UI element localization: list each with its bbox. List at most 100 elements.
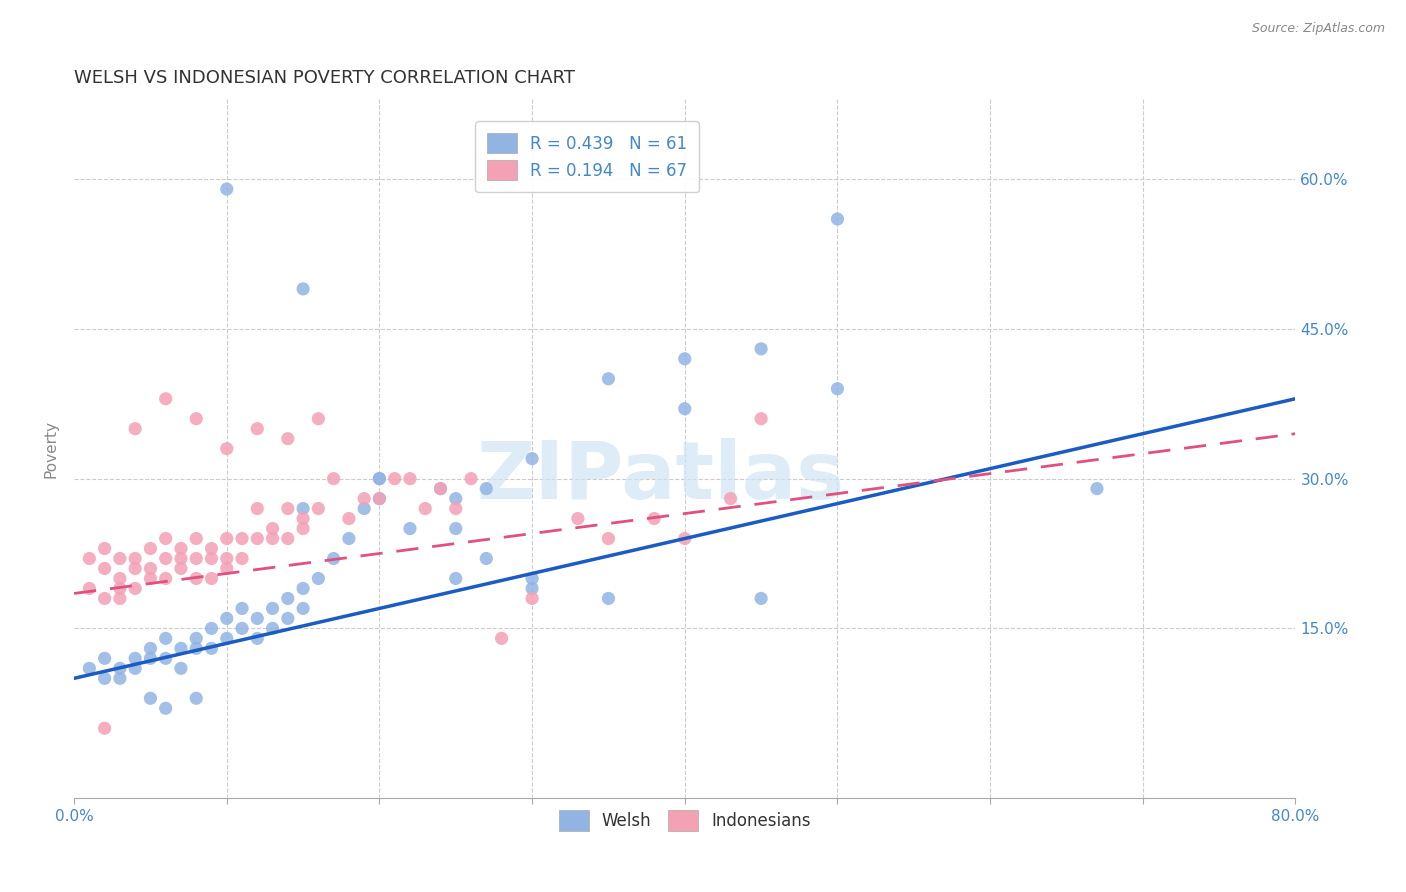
Point [491, 632, 513, 646]
Point [399, 522, 422, 536]
Point [292, 522, 315, 536]
Text: WELSH VS INDONESIAN POVERTY CORRELATION CHART: WELSH VS INDONESIAN POVERTY CORRELATION … [75, 69, 575, 87]
Point [520, 582, 543, 596]
Point [108, 551, 131, 566]
Point [155, 651, 177, 665]
Point [108, 591, 131, 606]
Point [292, 601, 315, 615]
Point [307, 501, 329, 516]
Point [186, 411, 208, 425]
Point [231, 621, 253, 635]
Point [79, 661, 101, 675]
Point [155, 532, 177, 546]
Point [124, 661, 146, 675]
Point [200, 541, 222, 556]
Point [246, 501, 269, 516]
Point [827, 382, 849, 396]
Point [124, 582, 146, 596]
Point [475, 482, 498, 496]
Point [827, 212, 849, 227]
Point [170, 561, 193, 575]
Point [139, 572, 162, 586]
Point [246, 532, 269, 546]
Point [277, 501, 299, 516]
Point [93, 671, 115, 685]
Point [384, 472, 406, 486]
Point [673, 532, 696, 546]
Point [475, 551, 498, 566]
Point [277, 611, 299, 625]
Point [368, 491, 391, 506]
Point [262, 601, 284, 615]
Point [93, 591, 115, 606]
Point [170, 661, 193, 675]
Point [215, 551, 238, 566]
Point [186, 551, 208, 566]
Text: ZIPatlas: ZIPatlas [477, 438, 845, 516]
Point [215, 182, 238, 196]
Point [93, 541, 115, 556]
Point [429, 482, 451, 496]
Point [337, 532, 360, 546]
Point [460, 472, 482, 486]
Y-axis label: Poverty: Poverty [44, 419, 58, 477]
Point [231, 601, 253, 615]
Point [124, 561, 146, 575]
Point [124, 651, 146, 665]
Point [231, 551, 253, 566]
Point [353, 491, 375, 506]
Point [215, 442, 238, 456]
Point [292, 582, 315, 596]
Point [368, 491, 391, 506]
Point [413, 501, 436, 516]
Point [307, 411, 329, 425]
Point [170, 541, 193, 556]
Point [262, 621, 284, 635]
Point [520, 591, 543, 606]
Point [720, 491, 742, 506]
Point [337, 511, 360, 525]
Point [186, 691, 208, 706]
Point [292, 511, 315, 525]
Point [200, 621, 222, 635]
Point [108, 661, 131, 675]
Point [444, 491, 467, 506]
Point [322, 551, 344, 566]
Point [108, 572, 131, 586]
Point [186, 641, 208, 656]
Point [215, 611, 238, 625]
Point [139, 691, 162, 706]
Point [155, 572, 177, 586]
Point [246, 611, 269, 625]
Point [186, 532, 208, 546]
Point [262, 522, 284, 536]
Point [124, 422, 146, 436]
Point [200, 551, 222, 566]
Point [79, 551, 101, 566]
Point [353, 501, 375, 516]
Point [673, 401, 696, 416]
Text: Source: ZipAtlas.com: Source: ZipAtlas.com [1251, 22, 1385, 36]
Point [368, 472, 391, 486]
Point [215, 632, 238, 646]
Point [200, 572, 222, 586]
Point [444, 572, 467, 586]
Point [108, 671, 131, 685]
Point [170, 641, 193, 656]
Point [567, 511, 589, 525]
Point [155, 392, 177, 406]
Point [429, 482, 451, 496]
Point [215, 532, 238, 546]
Point [292, 282, 315, 296]
Point [155, 701, 177, 715]
Point [643, 511, 665, 525]
Point [520, 572, 543, 586]
Point [215, 561, 238, 575]
Point [262, 532, 284, 546]
Point [399, 472, 422, 486]
Point [200, 641, 222, 656]
Point [124, 551, 146, 566]
Point [139, 541, 162, 556]
Point [246, 422, 269, 436]
Point [139, 651, 162, 665]
